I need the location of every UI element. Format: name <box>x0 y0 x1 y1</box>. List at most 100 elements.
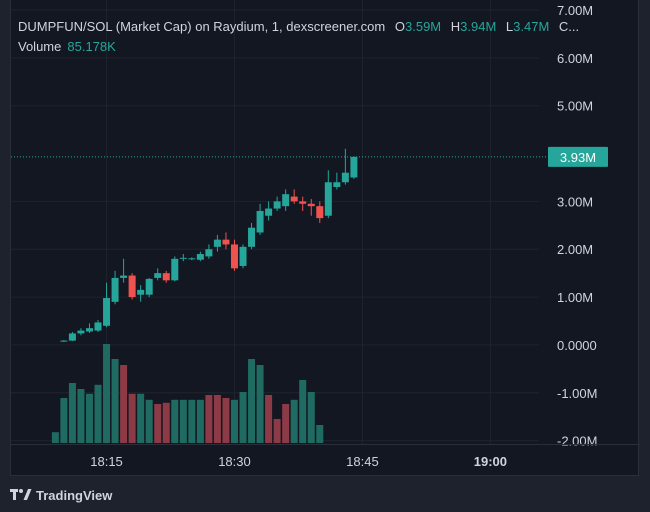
y-tick-label: 2.00M <box>557 242 593 257</box>
candle-body <box>290 196 298 202</box>
candle-body <box>256 210 264 233</box>
volume-bar <box>51 432 59 443</box>
candle-body <box>171 258 179 281</box>
volume-bar <box>273 419 281 443</box>
candle-body <box>128 275 136 298</box>
legend-low-value: 3.47M <box>513 19 550 34</box>
volume-bar <box>94 384 102 443</box>
legend-row-volume: Volume 85.178K <box>18 37 579 57</box>
legend-symbol[interactable]: DUMPFUN/SOL (Market Cap) on Raydium, 1, … <box>18 19 386 34</box>
volume-bar <box>120 365 128 443</box>
tradingview-logo-icon <box>10 489 32 501</box>
y-tick-label: -1.00M <box>557 386 597 401</box>
volume-bar <box>230 399 238 443</box>
y-tick-label: 7.00M <box>557 3 593 18</box>
x-tick-label: 19:00 <box>474 454 507 469</box>
candle-body <box>85 328 93 332</box>
volume-bar <box>145 399 153 443</box>
legend-open-label: O <box>394 19 405 34</box>
x-tick-label: 18:15 <box>90 454 123 469</box>
candle-body <box>68 333 76 341</box>
y-tick-label: 5.00M <box>557 99 593 114</box>
volume-bar <box>60 398 68 443</box>
legend-low-label: L <box>505 19 514 34</box>
candle-body <box>111 277 119 302</box>
volume-bar <box>205 395 213 443</box>
legend-volume-value: 85.178K <box>67 39 116 54</box>
chart-frame[interactable]: 7.00M 6.00M 5.00M 3.00M 2.00M 1.00M 0.0000 -1.0… <box>10 0 640 476</box>
candle-body <box>154 273 162 278</box>
volume-bar <box>188 399 196 443</box>
volume-bar <box>239 392 247 443</box>
volume-bar <box>196 399 204 443</box>
legend-row-symbol: DUMPFUN/SOL (Market Cap) on Raydium, 1, … <box>18 17 579 37</box>
tradingview-text: TradingView <box>36 487 113 503</box>
x-tick-label: 18:45 <box>346 454 379 469</box>
chart-legend: DUMPFUN/SOL (Market Cap) on Raydium, 1, … <box>18 17 579 57</box>
volume-bar <box>77 389 85 443</box>
y-tick-label: 3.00M <box>557 194 593 209</box>
candle-body <box>205 249 213 257</box>
volume-bar <box>111 359 119 443</box>
volume-bar <box>213 395 221 443</box>
legend-high-value: 3.94M <box>460 19 497 34</box>
price-label: 3.93M <box>560 150 596 165</box>
volume-bar <box>68 383 76 443</box>
candle-body <box>188 258 196 260</box>
volume-bar <box>299 380 307 443</box>
candle-body <box>60 340 68 342</box>
candle-body <box>282 194 290 207</box>
candle-body <box>162 273 170 281</box>
volume-bar <box>179 399 187 443</box>
candle-body <box>77 330 85 334</box>
candle-body <box>273 201 281 209</box>
candle-body <box>137 289 145 295</box>
volume-bar <box>307 392 315 443</box>
volume-bar <box>265 395 273 443</box>
candle-body <box>103 298 111 326</box>
volume-bar <box>290 399 298 443</box>
candle-body <box>120 275 128 278</box>
candle-body <box>265 208 273 216</box>
x-tick-label: 18:30 <box>218 454 251 469</box>
legend-high-label: H <box>450 19 461 34</box>
candle-body <box>230 244 238 269</box>
y-tick-label: -2.00M <box>557 434 597 449</box>
y-tick-label: 0.0000 <box>557 338 597 353</box>
candle-body <box>145 278 153 295</box>
volume-bar <box>248 359 256 443</box>
candle-body <box>341 172 349 183</box>
legend-close-label: C... <box>558 19 580 34</box>
candle-body <box>333 182 341 188</box>
candle-body <box>222 239 230 245</box>
candle-body <box>248 227 256 247</box>
candle-body <box>316 206 324 219</box>
candle-body <box>299 201 307 204</box>
candle-body <box>94 322 102 331</box>
volume-bar <box>154 404 162 443</box>
candle-body <box>350 156 358 178</box>
y-tick-label: 1.00M <box>557 290 593 305</box>
candle-body <box>179 257 187 259</box>
candle-body <box>239 246 247 266</box>
price-label-badge <box>548 146 608 167</box>
volume-bar <box>103 344 111 443</box>
legend-open-value: 3.59M <box>405 19 442 34</box>
chart-svg[interactable]: 7.00M 6.00M 5.00M 3.00M 2.00M 1.00M 0.0000 -1.0… <box>11 0 640 476</box>
volume-bar <box>85 393 93 443</box>
volume-bar <box>171 399 179 443</box>
volume-bar <box>282 404 290 443</box>
candle-body <box>213 239 221 247</box>
volume-bar <box>162 402 170 443</box>
volume-bar <box>137 393 145 443</box>
legend-volume-label: Volume <box>18 39 62 54</box>
candle-body <box>196 254 204 260</box>
volume-bar <box>316 425 324 443</box>
volume-bar <box>128 393 136 443</box>
candle-body <box>307 203 315 207</box>
volume-bar <box>256 365 264 443</box>
volume-bar <box>222 398 230 443</box>
y-tick-label: 6.00M <box>557 51 593 66</box>
candle-body <box>324 182 332 216</box>
tradingview-branding[interactable]: TradingView <box>10 486 112 504</box>
